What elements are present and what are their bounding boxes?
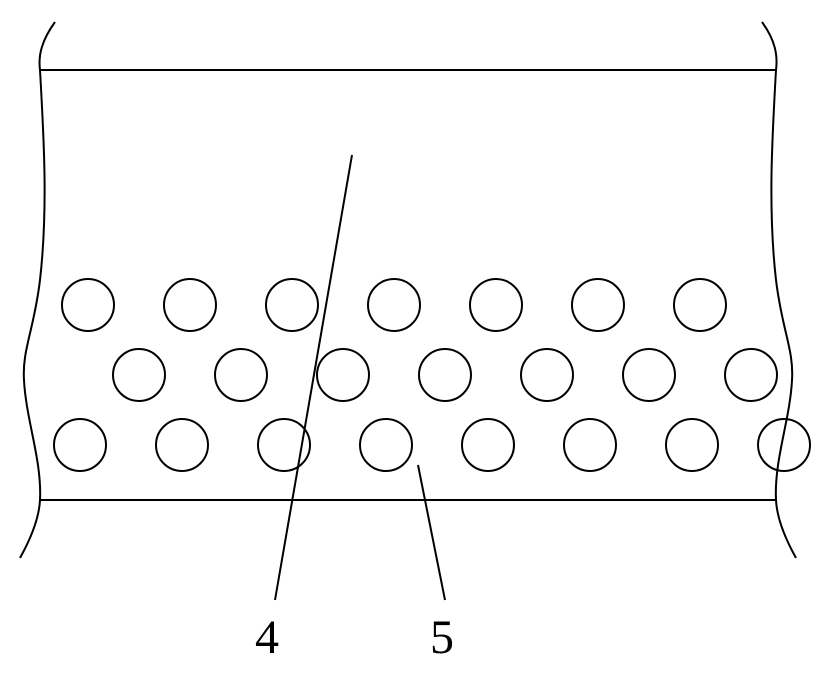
technical-diagram — [0, 0, 814, 679]
label-4: 4 — [255, 610, 279, 665]
label-5: 5 — [430, 610, 454, 665]
